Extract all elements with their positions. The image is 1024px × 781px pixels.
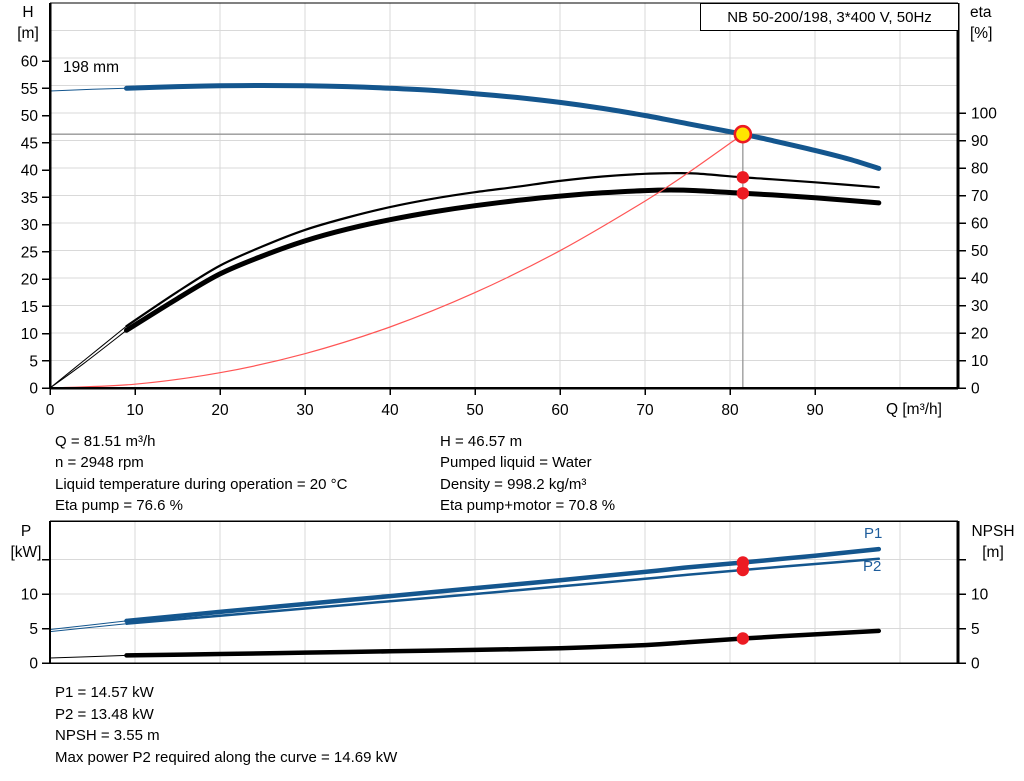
tick-label: 10	[126, 402, 144, 419]
tick-label: 15	[21, 299, 38, 316]
tick-label: 35	[21, 190, 38, 207]
tick-label: 5	[29, 353, 38, 370]
tick-label: 10	[21, 326, 39, 343]
info-p1: P1 = 14.57 kW	[55, 684, 154, 701]
series-p1-lead	[49, 620, 127, 630]
tick-label: 20	[21, 272, 39, 289]
h-axis-label-line1: H	[22, 4, 34, 21]
tick-label: 20	[211, 402, 229, 419]
tick-label: 10	[971, 353, 989, 370]
p1-curve-label: P1	[864, 525, 883, 542]
npsh-axis-label: NPSH [m]	[964, 521, 1022, 563]
tick-label: 80	[721, 402, 739, 419]
pump-title: NB 50-200/198, 3*400 V, 50Hz	[727, 8, 932, 26]
tick-label: 10	[21, 587, 39, 604]
series-eta-pump-lead	[49, 325, 127, 389]
tick-label: 0	[29, 381, 38, 398]
info-p2: P2 = 13.48 kW	[55, 705, 154, 723]
tick-label: 30	[21, 217, 39, 234]
npsh-axis-label-line1: NPSH	[971, 523, 1015, 540]
tick-label: 0	[971, 381, 980, 398]
h-axis-label-line2: [m]	[17, 25, 39, 42]
tick-label: 10	[971, 587, 989, 604]
tick-label: 0	[971, 656, 980, 673]
q-axis-label: Q [m³/h]	[886, 401, 942, 418]
info-liquid-temperature: Liquid temperature during operation = 20…	[55, 475, 348, 493]
p-axis-label: P [kW]	[4, 521, 48, 563]
tick-label: 50	[466, 402, 484, 419]
info-density: Density = 998.2 kg/m³	[440, 475, 587, 493]
tick-label: 30	[296, 402, 314, 419]
info-speed: n = 2948 rpm	[55, 454, 144, 472]
hq-eta-chart[interactable]: 0 5 10 15 20 25 30 35 40 45 50 55 60 0 10 20 30 40 50 60 70 8…	[21, 2, 997, 419]
duty-info-left-column: Q = 81.51 m³/h n = 2948 rpm Liquid tempe…	[55, 431, 347, 516]
series-head-198mm	[124, 82, 882, 171]
eta-axis-label-line1: eta	[970, 4, 992, 21]
p2-curve-label: P2	[863, 558, 882, 575]
series-system-curve	[49, 133, 744, 389]
p-axis-label-line2: [kW]	[10, 544, 42, 561]
npsh-axis-label-line2: [m]	[982, 544, 1004, 561]
series-p1	[124, 546, 882, 624]
tick-label: 50	[21, 108, 39, 125]
tick-label: 80	[971, 161, 989, 178]
series-eta-pump-motor-lead	[49, 329, 127, 389]
info-max-power: Max power P2 required along the curve = …	[55, 748, 398, 766]
power-info-block: P1 = 14.57 kW P2 = 13.48 kW NPSH = 3.55 …	[55, 682, 397, 768]
tick-label: 5	[971, 621, 980, 638]
tick-label: 25	[21, 244, 38, 261]
info-eta-pump-motor: Eta pump+motor = 70.8 %	[440, 496, 616, 514]
info-pumped-liquid: Pumped liquid = Water	[440, 454, 592, 472]
tick-label: 70	[636, 402, 654, 419]
tick-label: 40	[971, 271, 989, 288]
series-npsh-lead	[49, 654, 127, 659]
tick-label: 70	[971, 188, 989, 205]
tick-label: 55	[21, 81, 38, 98]
p-axis-label-line1: P	[20, 523, 32, 540]
tick-label: 0	[46, 402, 55, 419]
tick-label: 60	[21, 54, 39, 71]
tick-label: 40	[21, 163, 39, 180]
duty-point-marker[interactable]	[733, 124, 753, 144]
info-flow: Q = 81.51 m³/h	[55, 433, 156, 450]
pump-title-box: NB 50-200/198, 3*400 V, 50Hz	[700, 3, 959, 31]
npsh-marker[interactable]	[736, 632, 750, 645]
series-eta-pump-motor	[124, 187, 882, 333]
series-npsh	[124, 628, 882, 658]
impeller-size-label: 198 mm	[63, 59, 119, 76]
p2-marker[interactable]	[736, 563, 750, 577]
power-npsh-chart[interactable]: 0 5 10 0 5 10	[21, 520, 989, 673]
eta-axis-label: eta [%]	[970, 2, 1022, 44]
h-axis-label: H [m]	[8, 2, 48, 44]
series-p2	[125, 557, 881, 625]
eta-pump-motor-marker[interactable]	[736, 187, 750, 200]
tick-label: 90	[806, 402, 824, 419]
tick-label: 100	[971, 106, 997, 123]
tick-label: 90	[971, 133, 989, 150]
tick-label: 30	[971, 298, 989, 315]
series-head-198mm-lead	[49, 87, 127, 92]
info-npsh: NPSH = 3.55 m	[55, 727, 160, 744]
tick-label: 20	[971, 326, 989, 343]
eta-pump-marker[interactable]	[736, 171, 750, 184]
info-eta-pump: Eta pump = 76.6 %	[55, 496, 183, 514]
tick-label: 5	[29, 621, 38, 638]
tick-label: 45	[21, 135, 38, 152]
tick-label: 50	[971, 243, 989, 260]
tick-label: 40	[381, 402, 399, 419]
eta-axis-label-line2: [%]	[970, 25, 993, 42]
duty-info-right-column: H = 46.57 m Pumped liquid = Water Densit…	[440, 431, 615, 516]
tick-label: 60	[971, 216, 989, 233]
series-p2-lead	[49, 623, 127, 633]
tick-label: 60	[551, 402, 569, 419]
info-head: H = 46.57 m	[440, 433, 523, 450]
tick-label: 0	[29, 656, 38, 673]
